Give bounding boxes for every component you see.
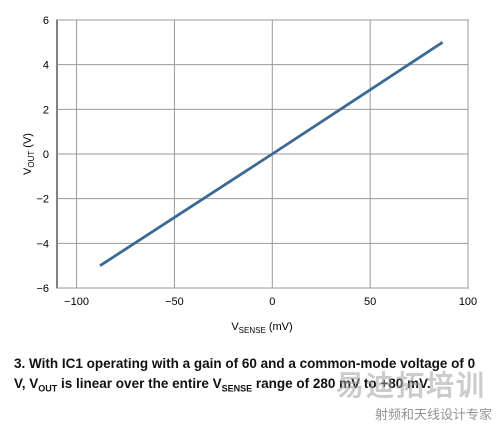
y-tick-label: −6 [36, 283, 49, 295]
y-tick-labels: −6 −4 −2 0 2 4 6 [36, 15, 49, 295]
caption-sub-1: OUT [38, 383, 58, 394]
caption-sub-2: SENSE [221, 383, 253, 394]
caption-text-1: 3. With IC1 operating with a gain of 60 … [14, 356, 476, 391]
x-tick-label: 100 [459, 296, 477, 308]
y-axis-label-unit: (V) [22, 133, 34, 151]
x-tick-label: 0 [269, 296, 275, 308]
x-tick-label: 50 [364, 296, 376, 308]
y-tick-label: −4 [36, 238, 49, 250]
y-tick-label: 4 [43, 60, 49, 72]
series-line [99, 41, 444, 267]
horizontal-gridlines [57, 19, 468, 289]
y-tick-label: 2 [43, 104, 49, 116]
caption-text-3: range of 280 mV to +80 mV. [252, 376, 431, 391]
x-axis-label-main: V [231, 321, 239, 333]
series-layer [99, 41, 444, 267]
x-tick-label: −50 [165, 296, 184, 308]
y-tick-label: −2 [36, 194, 49, 206]
caption-text-2: is linear over the entire V [57, 376, 222, 391]
figure-caption: 3. With IC1 operating with a gain of 60 … [14, 354, 484, 399]
x-tick-labels: −100 −50 0 50 100 [64, 296, 477, 308]
x-axis-label-unit: (mV) [266, 321, 293, 333]
y-axis-label-sub: OUT [27, 151, 36, 168]
x-axis-label-sub: SENSE [239, 326, 266, 335]
x-tick-label: −100 [64, 296, 89, 308]
y-tick-label: 6 [43, 15, 49, 27]
y-axis-label-main: V [22, 167, 34, 175]
y-tick-label: 0 [43, 149, 49, 161]
y-axis-label: VOUT (V) [22, 133, 36, 175]
x-axis-label: VSENSE (mV) [231, 321, 292, 335]
